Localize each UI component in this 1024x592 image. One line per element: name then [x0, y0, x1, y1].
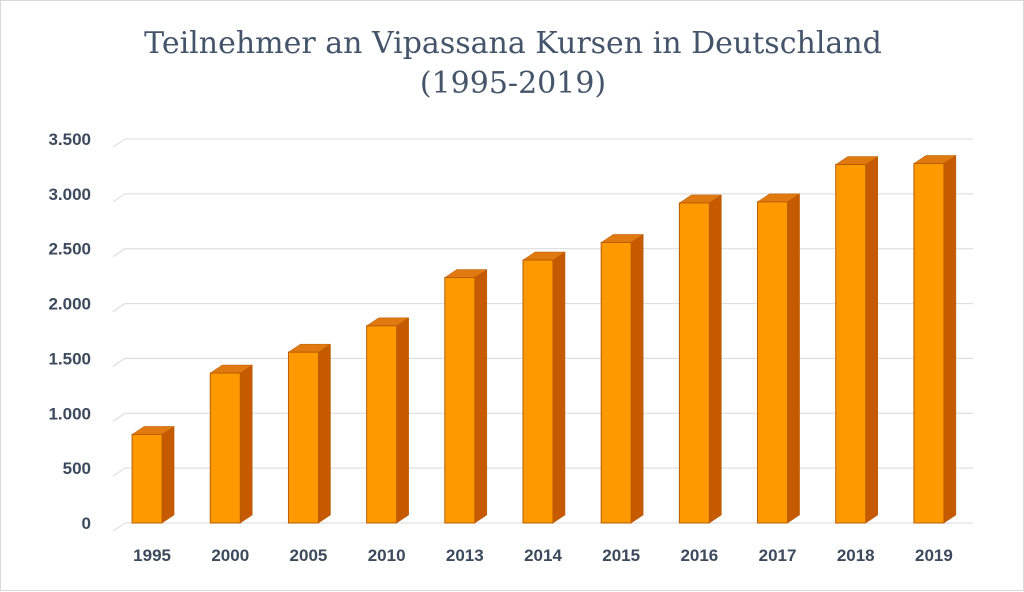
bar-front-face — [600, 241, 632, 524]
gridline-depth — [112, 248, 126, 258]
y-tick-label: 2.000 — [48, 295, 91, 314]
bar-side-face — [630, 233, 644, 524]
bar-2016 — [678, 194, 723, 524]
x-tick-label: 2010 — [368, 546, 406, 565]
bar-front-face — [209, 372, 241, 524]
bar-side-face — [240, 364, 253, 524]
bar-side-face — [709, 194, 722, 524]
bar-side-face — [787, 193, 800, 524]
y-tick-label: 3.000 — [48, 185, 91, 204]
bar-2013 — [443, 269, 488, 524]
bar-front-face — [757, 201, 789, 524]
bar-1995 — [131, 425, 175, 524]
chart-subtitle: (1995-2019) — [420, 66, 606, 101]
x-tick-label: 1995 — [133, 546, 171, 565]
x-tick-label: 2018 — [837, 546, 875, 565]
y-axis-ticks: 0 500 1.000 1.500 2.000 2.500 3.000 3.500 — [48, 130, 91, 533]
y-tick-label: 3.500 — [48, 130, 91, 149]
bar-side-face — [474, 269, 488, 524]
bar-2017 — [756, 193, 801, 524]
chart-title: Teilnehmer an Vipassana Kursen in Deutsc… — [144, 26, 882, 61]
y-tick-label: 0 — [82, 514, 91, 533]
bar-2018 — [834, 156, 879, 524]
bar-side-face — [161, 425, 175, 524]
bar-2010 — [365, 317, 410, 524]
x-axis-ticks: 1995 2000 2005 2010 2013 2014 2015 2016 2017 2018… — [133, 546, 953, 565]
bars — [131, 154, 957, 524]
x-tick-label: 2014 — [524, 546, 562, 565]
y-tick-label: 1.000 — [48, 404, 91, 423]
bar-2019 — [913, 154, 957, 524]
x-tick-label: 2013 — [446, 546, 484, 565]
y-tick-label: 500 — [63, 459, 91, 478]
bar-2015 — [600, 233, 645, 524]
x-tick-label: 2015 — [602, 546, 640, 565]
gridline-depth — [112, 358, 126, 367]
bar-side-face — [396, 317, 409, 524]
x-tick-label: 2017 — [759, 546, 797, 565]
bar-front-face — [366, 325, 398, 524]
bar-front-face — [444, 277, 476, 524]
bar-front-face — [522, 259, 554, 524]
bar-side-face — [552, 251, 566, 524]
gridline-depth — [112, 522, 126, 532]
gridline-depth — [112, 303, 126, 312]
gridline-depth — [112, 193, 126, 203]
bar-front-face — [287, 351, 319, 524]
bar-side-face — [318, 343, 331, 524]
x-tick-label: 2016 — [680, 546, 718, 565]
bar-2014 — [522, 251, 566, 524]
y-tick-label: 2.500 — [48, 240, 91, 259]
bar-front-face — [835, 164, 867, 524]
bar-front-face — [678, 202, 710, 524]
bar-side-face — [865, 156, 878, 524]
x-tick-label: 2019 — [915, 546, 953, 565]
gridline-depth — [112, 467, 126, 477]
bar-2000 — [209, 364, 254, 524]
gridline-depth — [112, 138, 126, 148]
bar-side-face — [943, 154, 957, 524]
bar-2005 — [287, 343, 332, 524]
bar-front-face — [131, 433, 163, 524]
x-tick-label: 2000 — [211, 546, 249, 565]
bar-front-face — [913, 162, 945, 524]
x-tick-label: 2005 — [290, 546, 328, 565]
y-tick-label: 1.500 — [48, 349, 91, 368]
gridline-depth — [112, 412, 126, 422]
